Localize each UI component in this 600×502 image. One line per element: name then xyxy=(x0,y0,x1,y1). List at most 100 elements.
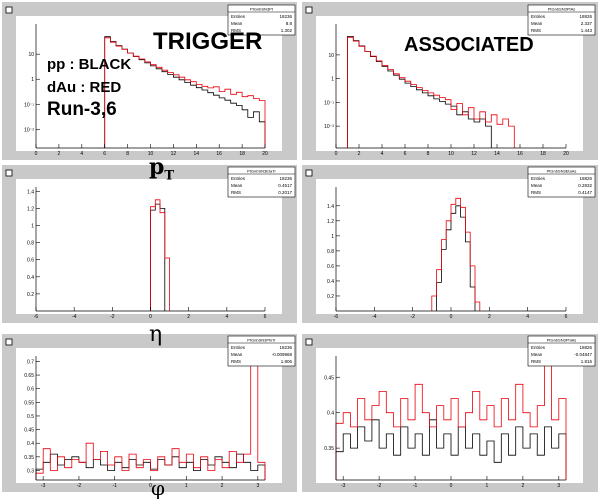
x-tick-label: -2 xyxy=(77,483,82,489)
histogram-pp xyxy=(150,203,166,311)
x-tick-label: 14 xyxy=(194,151,200,157)
y-tick-label: 1.2 xyxy=(27,206,34,212)
x-tick-label: -3 xyxy=(41,483,46,489)
stats-value: 0.4147 xyxy=(578,190,592,195)
histogram-dau xyxy=(150,199,170,311)
chart-associated-pt: 0 2 4 6 8 10 12 14 16 18 20 10⁻² 10⁻¹ 1 10 PtGnbSN3PtAs… xyxy=(305,4,596,157)
x-tick-label: 2 xyxy=(187,314,190,320)
y-tick-label: 0.4 xyxy=(27,275,34,281)
y-tick-label: 0.6 xyxy=(27,387,34,393)
stats-label: RMS xyxy=(531,190,541,195)
dau-color-legend: dAu : RED xyxy=(47,79,122,96)
y-tick-label: 0.8 xyxy=(327,249,334,255)
stats-value: 18236 xyxy=(279,176,292,181)
stats-label: Entries xyxy=(531,176,546,181)
stats-title: PtGnbSN3Pt xyxy=(250,7,274,12)
run-label: Run-3,6 xyxy=(47,99,117,120)
stats-value: 18826 xyxy=(579,14,592,19)
x-tick-label: 16 xyxy=(517,151,523,157)
y-tick-label: 0.2 xyxy=(27,292,34,298)
eta-axis-symbol: η xyxy=(149,322,163,347)
x-tick-label: -6 xyxy=(34,314,39,320)
plot-frame xyxy=(16,348,282,483)
y-tick-label: 0.35 xyxy=(324,446,334,452)
x-tick-label: 18 xyxy=(540,151,546,157)
x-tick-label: 10 xyxy=(148,151,154,157)
y-tick-label: 0.7 xyxy=(27,359,34,365)
x-tick-label: -4 xyxy=(372,314,377,320)
pad-trigger-phi: -3 -2 -1 0 1 2 3 0.3 0.35 0.4 0.45 0.5 0.55 0.6 0.65 0.… xyxy=(2,334,297,492)
pad-checkbox[interactable] xyxy=(5,169,13,177)
stats-label: Mean xyxy=(231,21,243,26)
x-tick-label: 6 xyxy=(264,314,267,320)
y-tick-label: 1 xyxy=(31,77,34,83)
stats-label: Entries xyxy=(231,345,246,350)
y-tick-label: 1 xyxy=(31,223,34,229)
x-tick-label: 16 xyxy=(216,151,222,157)
y-tick-label: 0.6 xyxy=(327,264,334,270)
stats-label: RMS xyxy=(231,190,241,195)
plot-frame xyxy=(16,179,282,314)
chart-associated-eta: -6 -4 -2 0 2 4 6 0.2 0.4 0.6 0.8 1 1.2 1.4 PtGnbSN3Eta… xyxy=(305,166,596,320)
x-tick-label: 2 xyxy=(58,151,61,157)
pp-color-legend: pp : BLACK xyxy=(47,56,132,73)
phi-axis-symbol: φ xyxy=(151,476,166,500)
x-tick-label: 2 xyxy=(221,483,224,489)
stats-title: PtGnbSN3PhiAs xyxy=(547,338,577,343)
x-tick-label: 6 xyxy=(565,314,568,320)
x-tick-label: 2 xyxy=(358,151,361,157)
chart-trigger-eta: -6 -4 -2 0 2 4 6 0.2 0.4 0.6 0.8 1 1.2 1.4 PtGnbSN3Eta… xyxy=(5,166,296,320)
y-tick-label: 0.45 xyxy=(324,375,334,381)
y-tick-label: 0.8 xyxy=(27,241,34,247)
stats-label: Mean xyxy=(231,183,243,188)
pt-axis-symbol: pT xyxy=(149,154,174,183)
x-tick-label: 4 xyxy=(80,151,83,157)
stats-label: RMS xyxy=(531,359,541,364)
pad-checkbox[interactable] xyxy=(5,338,13,346)
stats-label: RMS xyxy=(231,28,241,33)
histogram-dau xyxy=(431,197,481,311)
x-tick-label: 10 xyxy=(448,151,454,157)
stats-value: 1.816 xyxy=(581,359,593,364)
chart-trigger-pt: 0 2 4 6 8 10 12 14 16 18 20 10⁻² 10⁻¹ 1 10 PtGnbSN3Pt En… xyxy=(5,4,296,157)
stats-value: 18826 xyxy=(579,345,592,350)
stats-value: 1.443 xyxy=(581,28,593,33)
x-tick-label: 8 xyxy=(427,151,430,157)
trigger-label: TRIGGER xyxy=(153,28,263,55)
pad-checkbox[interactable] xyxy=(305,338,313,346)
x-tick-label: -4 xyxy=(72,314,77,320)
y-tick-label: 0.3 xyxy=(27,468,34,474)
y-tick-label: 0.2 xyxy=(327,294,334,300)
stats-title: PtGnbSN3EtaAs xyxy=(547,169,577,174)
x-tick-label: 0 xyxy=(35,151,38,157)
pt-symbol-p: p xyxy=(149,154,165,180)
pt-symbol-sub: T xyxy=(164,168,175,184)
stats-value: 0.4517 xyxy=(278,183,292,188)
x-tick-label: 20 xyxy=(262,151,268,157)
x-tick-label: 3 xyxy=(256,483,259,489)
x-tick-label: 6 xyxy=(404,151,407,157)
x-tick-label: -2 xyxy=(110,314,115,320)
y-tick-label: 1.4 xyxy=(27,189,34,195)
pad-checkbox[interactable] xyxy=(305,6,313,14)
stats-label: Entries xyxy=(531,14,546,19)
pad-associated-phi: -3 -2 -1 0 1 2 3 0.35 0.4 0.45 PtGnbSN3PhiAs Entrie… xyxy=(302,334,598,492)
stats-label: Mean xyxy=(531,21,543,26)
pad-checkbox[interactable] xyxy=(305,169,313,177)
chart-trigger-phi: -3 -2 -1 0 1 2 3 0.3 0.35 0.4 0.45 0.5 0.55 0.6 0.65 0.… xyxy=(5,335,296,489)
x-tick-label: 6 xyxy=(103,151,106,157)
x-tick-label: 12 xyxy=(171,151,177,157)
y-tick-label: 10⁻² xyxy=(24,127,34,133)
pad-checkbox[interactable] xyxy=(5,6,13,14)
x-tick-label: 8 xyxy=(126,151,129,157)
y-tick-label: 0.45 xyxy=(24,428,34,434)
stats-value: 2.337 xyxy=(581,21,593,26)
stats-title: PtGnbSN3PhiTr xyxy=(247,338,276,343)
y-tick-label: 1.4 xyxy=(327,204,334,210)
plot-frame xyxy=(316,179,583,314)
x-tick-label: 4 xyxy=(381,151,384,157)
x-tick-label: -2 xyxy=(377,483,382,489)
